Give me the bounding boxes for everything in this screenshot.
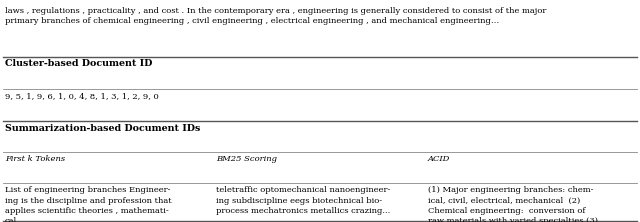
Text: Summarization-based Document IDs: Summarization-based Document IDs [5,124,200,133]
Text: First k Tokens: First k Tokens [5,155,65,163]
Text: 9, 5, 1, 9, 6, 1, 0, 4, 8, 1, 3, 1, 2, 9, 0: 9, 5, 1, 9, 6, 1, 0, 4, 8, 1, 3, 1, 2, 9… [5,92,159,100]
Text: laws , regulations , practicality , and cost . In the contemporary era , enginee: laws , regulations , practicality , and … [5,7,547,25]
Text: List of engineering branches Engineer-
ing is the discipline and profession that: List of engineering branches Engineer- i… [5,186,172,222]
Text: (1) Major engineering branches: chem-
ical, civil, electrical, mechanical  (2)
C: (1) Major engineering branches: chem- ic… [428,186,598,222]
Text: Cluster-based Document ID: Cluster-based Document ID [5,59,152,68]
Text: BM25 Scoring: BM25 Scoring [216,155,277,163]
Text: teletraffic optomechanical nanoengineer-
ing subdiscipline eegs biotechnical bio: teletraffic optomechanical nanoengineer-… [216,186,390,215]
Text: ACID: ACID [428,155,450,163]
